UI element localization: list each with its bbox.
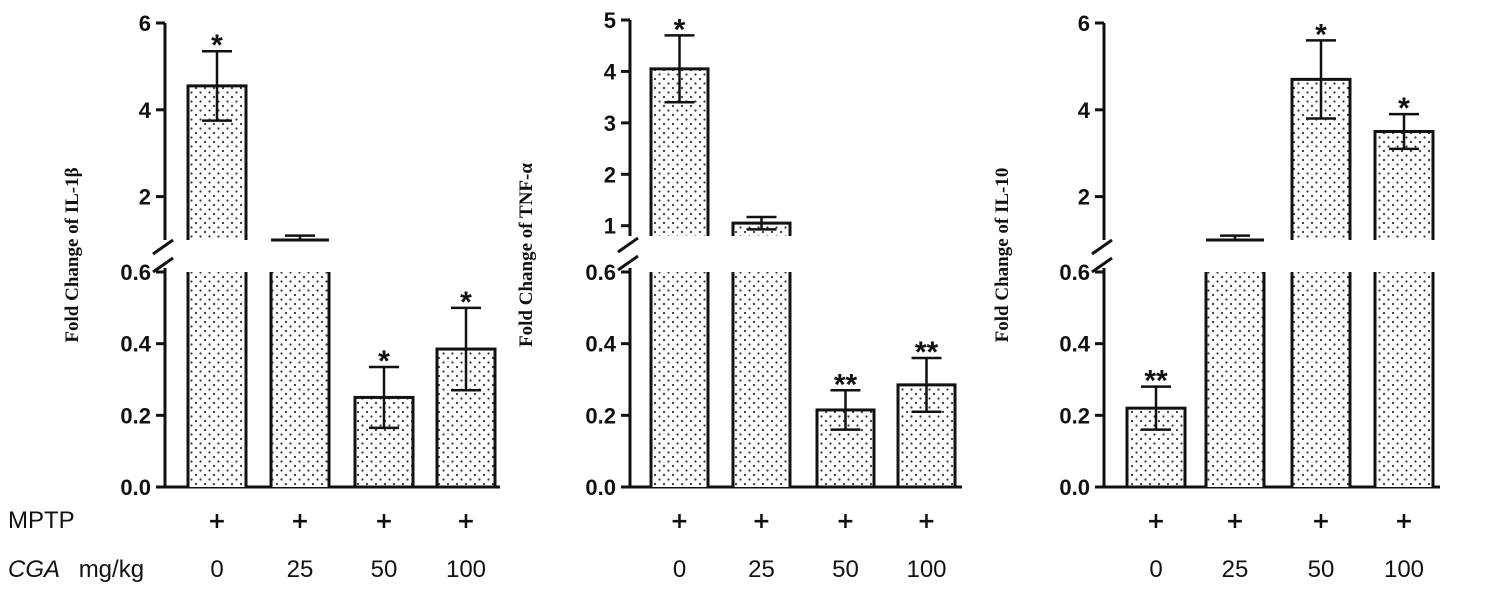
mptp-mark: + xyxy=(457,509,475,534)
mptp-mark: + xyxy=(836,509,854,534)
dose-label: 0 xyxy=(673,556,686,583)
y-tick-label: 0.2 xyxy=(1059,403,1090,428)
bar-group: * xyxy=(1373,92,1435,487)
y-tick-label: 0.6 xyxy=(585,260,616,285)
chart-panel-3: Fold Change of IL-100.00.20.40.6246**+0+… xyxy=(992,11,1440,583)
significance-mark: ** xyxy=(1144,365,1168,398)
y-tick-label: 0.0 xyxy=(120,475,151,500)
y-tick-label: 0.2 xyxy=(120,403,151,428)
significance-mark: * xyxy=(674,13,686,46)
cga-row-label-drug: CGA xyxy=(8,556,60,583)
y-tick-label: 0.6 xyxy=(120,260,151,285)
y-tick-label: 0.4 xyxy=(585,332,616,357)
y-tick-label: 0.0 xyxy=(1059,475,1090,500)
dose-label: 0 xyxy=(1149,556,1162,583)
mptp-row-label: MPTP xyxy=(8,507,75,534)
bar-lower-part xyxy=(1292,272,1350,487)
bar-group: * xyxy=(1290,18,1352,487)
y-tick-label: 3 xyxy=(604,111,616,136)
mptp-mark: + xyxy=(1312,509,1330,534)
bar-group xyxy=(269,234,331,487)
chart-panel-1: Fold Change of IL-1β 0.0 0.2 0.4 0.6 2 4 6 * +0 +2… xyxy=(62,11,500,583)
axis-break-mark xyxy=(152,256,174,274)
dose-label: 0 xyxy=(210,556,223,583)
axis-break-mark xyxy=(617,254,639,272)
significance-mark: * xyxy=(211,29,223,62)
mptp-mark: + xyxy=(1226,509,1244,534)
mptp-mark: + xyxy=(917,509,935,534)
mptp-mark: + xyxy=(752,509,770,534)
axis-break-mark xyxy=(617,236,639,254)
dose-label: 50 xyxy=(832,556,859,583)
y-axis-label: Fold Change of TNF-α xyxy=(516,163,537,347)
mptp-mark: + xyxy=(670,509,688,534)
y-tick-label: 2 xyxy=(604,162,616,187)
mptp-mark: + xyxy=(375,509,393,534)
bar-lower-part xyxy=(651,272,708,487)
mptp-mark: + xyxy=(1395,509,1413,534)
bar-lower-part xyxy=(1375,272,1433,487)
y-tick-label: 0.4 xyxy=(120,332,151,357)
y-tick-label: 4 xyxy=(604,59,617,84)
bar-group: ** xyxy=(815,368,876,489)
dose-label: 50 xyxy=(371,556,398,583)
bar-lower-part xyxy=(271,272,329,487)
y-tick-label: 0.6 xyxy=(1059,260,1090,285)
cga-row-label-unit: mg/kg xyxy=(79,556,144,583)
mptp-mark: + xyxy=(208,509,226,534)
y-tick-label: 0.0 xyxy=(585,475,616,500)
dose-label: 100 xyxy=(1384,556,1424,583)
axis-break-mark xyxy=(1091,256,1113,274)
y-tick-label: 2 xyxy=(1078,185,1090,210)
y-tick-label: 2 xyxy=(139,185,151,210)
y-tick-label: 6 xyxy=(1078,11,1090,36)
y-tick-label: 0.2 xyxy=(585,403,616,428)
significance-mark: ** xyxy=(834,368,858,401)
mptp-mark: + xyxy=(291,509,309,534)
dose-label: 25 xyxy=(287,556,314,583)
dose-label: 100 xyxy=(906,556,946,583)
cga-row-label: CGA mg/kg xyxy=(8,556,144,583)
mptp-mark: + xyxy=(1147,509,1165,534)
dose-label: 25 xyxy=(748,556,775,583)
bar-lower-part xyxy=(1206,272,1264,487)
significance-mark: ** xyxy=(915,336,939,369)
significance-mark: * xyxy=(460,286,472,319)
significance-mark: * xyxy=(378,345,390,378)
dose-label: 100 xyxy=(446,556,486,583)
bar-group: * xyxy=(435,286,497,489)
bar-group: ** xyxy=(896,336,957,489)
dose-label: 50 xyxy=(1308,556,1335,583)
axis-break-mark xyxy=(152,238,174,256)
bar-lower-part xyxy=(733,272,790,487)
y-axis-label: Fold Change of IL-1β xyxy=(62,167,83,342)
bar-group xyxy=(1204,234,1266,487)
dose-label: 25 xyxy=(1222,556,1249,583)
chart-panel-2: Fold Change of TNF-α 0.0 0.2 0.4 0.6 1 2 3 4 5 * +0… xyxy=(516,8,962,583)
bar-group: * xyxy=(649,13,710,487)
y-axis-label: Fold Change of IL-10 xyxy=(992,168,1013,343)
y-tick-label: 0.4 xyxy=(1059,332,1090,357)
axis-break-mark xyxy=(1091,238,1113,256)
bar-group xyxy=(731,215,792,487)
y-tick-label: 5 xyxy=(604,8,616,33)
bar-group: ** xyxy=(1125,365,1187,489)
y-tick-label: 4 xyxy=(139,98,152,123)
significance-mark: * xyxy=(1315,18,1327,51)
bar-group: * xyxy=(186,29,248,487)
bar-group: * xyxy=(353,345,415,489)
chart-panels: Fold Change of IL-1β 0.0 0.2 0.4 0.6 2 4 6 * +0 +2… xyxy=(62,8,1440,583)
y-tick-label: 1 xyxy=(604,214,616,239)
y-tick-label: 4 xyxy=(1078,98,1091,123)
y-tick-label: 6 xyxy=(139,11,151,36)
bar-lower-part xyxy=(188,272,246,487)
significance-mark: * xyxy=(1398,92,1410,125)
